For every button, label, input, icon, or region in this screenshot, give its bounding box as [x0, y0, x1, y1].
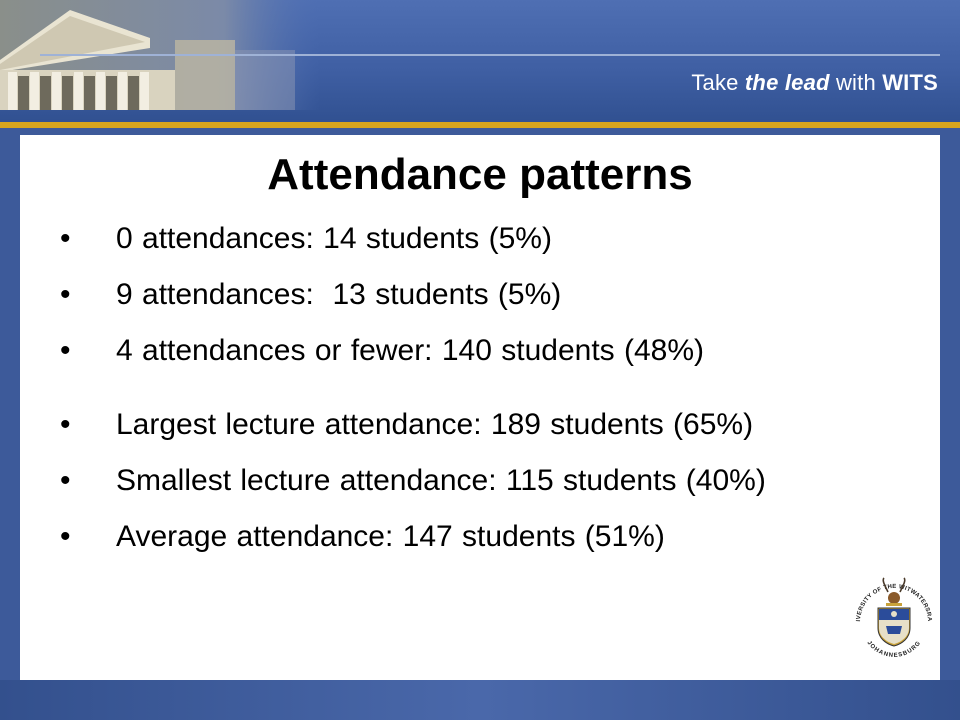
bullet-dot: •	[60, 408, 71, 441]
bullet-dot: •	[60, 464, 71, 497]
bullet-item: • 0 attendances: 14 students (5%)	[60, 222, 820, 256]
bullet-text: 0 attendances: 14 students (5%)	[116, 222, 552, 255]
bullet-dot: •	[60, 334, 71, 367]
tagline-prefix: Take	[691, 70, 745, 95]
bullet-list: • 0 attendances: 14 students (5%) • 9 atte…	[60, 222, 820, 576]
tagline-middle: with	[829, 70, 883, 95]
tagline-emphasis: the lead	[744, 70, 830, 95]
bullet-dot: •	[60, 222, 71, 255]
content-panel	[20, 135, 940, 680]
bullet-item: • Average attendance: 147 students (51%)	[60, 520, 820, 554]
bullet-item: • Largest lecture attendance: 189 student…	[60, 408, 820, 442]
bullet-text: 9 attendances: 13 students (5%)	[116, 278, 562, 311]
header-rule	[40, 54, 940, 56]
bullet-item: • 4 attendances or fewer: 140 students (4…	[60, 334, 820, 368]
tagline-brand: WITS	[882, 70, 938, 95]
slide-title: Attendance patterns	[267, 150, 693, 199]
bullet-text: Smallest lecture attendance: 115 student…	[116, 464, 766, 497]
footer-band	[0, 680, 960, 720]
gold-rule	[0, 122, 960, 128]
bullet-dot: •	[60, 520, 71, 553]
bullet-text: Largest lecture attendance: 189 students…	[116, 408, 754, 441]
bullet-item: • Smallest lecture attendance: 115 studen…	[60, 464, 820, 498]
bullet-dot: •	[60, 278, 71, 311]
university-crest-icon: UNIVERSITY OF THE WITWATERSRAND JOHANNES…	[848, 570, 932, 659]
tagline: Take the lead with WITS	[691, 70, 938, 96]
bullet-text: 4 attendances or fewer: 140 students (48…	[116, 334, 705, 367]
bullet-text: Average attendance: 147 students (51%)	[116, 520, 665, 553]
bullet-item: • 9 attendances: 13 students (5%)	[60, 278, 820, 312]
